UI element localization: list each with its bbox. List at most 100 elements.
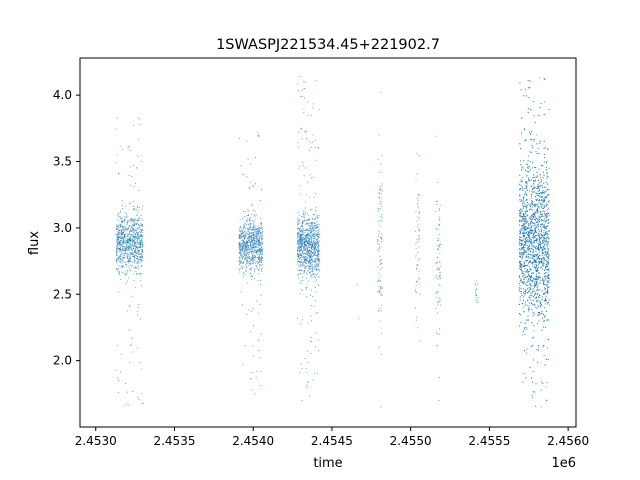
data-point bbox=[116, 117, 118, 119]
data-point bbox=[118, 226, 120, 228]
data-point bbox=[252, 250, 254, 252]
data-point bbox=[250, 181, 252, 183]
data-point bbox=[123, 265, 125, 267]
data-point bbox=[414, 307, 416, 309]
data-point bbox=[257, 251, 260, 253]
data-point bbox=[437, 291, 439, 293]
data-point bbox=[133, 164, 135, 166]
data-point bbox=[128, 174, 130, 177]
data-point bbox=[520, 228, 522, 230]
data-point bbox=[298, 249, 300, 251]
data-point bbox=[133, 273, 135, 275]
data-point bbox=[435, 227, 437, 229]
data-point bbox=[302, 262, 304, 264]
data-point bbox=[126, 269, 128, 271]
data-point bbox=[133, 223, 135, 225]
data-point bbox=[532, 371, 534, 373]
data-point bbox=[303, 239, 305, 241]
data-point bbox=[256, 241, 258, 243]
data-point bbox=[256, 250, 258, 252]
data-point bbox=[139, 274, 141, 276]
data-point bbox=[250, 272, 252, 274]
data-point bbox=[254, 215, 256, 217]
data-point bbox=[303, 249, 305, 251]
data-point bbox=[138, 398, 140, 400]
data-point bbox=[259, 256, 261, 259]
data-point bbox=[238, 245, 240, 247]
data-point bbox=[419, 258, 421, 260]
data-point bbox=[238, 243, 240, 246]
data-point bbox=[256, 253, 259, 256]
data-point bbox=[309, 228, 311, 230]
data-point bbox=[312, 243, 314, 245]
data-point bbox=[416, 268, 418, 270]
data-point bbox=[239, 264, 241, 266]
data-point bbox=[438, 268, 440, 270]
data-point bbox=[127, 236, 129, 238]
data-point bbox=[318, 240, 320, 242]
data-point bbox=[309, 261, 311, 263]
data-point bbox=[131, 250, 133, 252]
data-point bbox=[129, 166, 131, 168]
data-point bbox=[246, 219, 248, 221]
data-point bbox=[310, 232, 312, 234]
data-point bbox=[317, 229, 319, 231]
data-point bbox=[317, 217, 319, 219]
data-point bbox=[244, 258, 246, 260]
data-point bbox=[305, 238, 308, 240]
data-point bbox=[241, 266, 243, 269]
data-point bbox=[255, 232, 257, 234]
data-point bbox=[381, 183, 383, 185]
data-point bbox=[247, 250, 249, 252]
data-point bbox=[129, 229, 131, 231]
data-point bbox=[134, 230, 136, 232]
data-point bbox=[304, 253, 306, 255]
data-point bbox=[133, 246, 135, 248]
data-point bbox=[121, 220, 123, 222]
data-point bbox=[136, 314, 139, 316]
data-point bbox=[297, 248, 299, 250]
data-point bbox=[307, 115, 309, 117]
data-point bbox=[129, 268, 131, 270]
data-point bbox=[118, 245, 120, 247]
data-point bbox=[315, 258, 317, 261]
data-point bbox=[528, 96, 530, 99]
data-point bbox=[304, 214, 306, 216]
data-point bbox=[300, 193, 302, 195]
data-point bbox=[310, 245, 313, 247]
data-point bbox=[439, 304, 441, 306]
data-point bbox=[140, 239, 142, 241]
data-point bbox=[309, 268, 311, 270]
data-point bbox=[317, 252, 319, 254]
data-point bbox=[138, 230, 140, 232]
data-point bbox=[134, 232, 136, 234]
data-point bbox=[299, 371, 301, 374]
data-point bbox=[242, 275, 244, 277]
data-point bbox=[242, 273, 244, 275]
data-point bbox=[303, 210, 305, 212]
data-point bbox=[258, 312, 260, 314]
data-point bbox=[123, 240, 125, 242]
data-point bbox=[315, 268, 318, 270]
data-point bbox=[310, 177, 312, 179]
data-point bbox=[317, 249, 319, 251]
data-point bbox=[310, 255, 312, 257]
data-point bbox=[313, 234, 315, 236]
data-point bbox=[316, 265, 318, 267]
data-point bbox=[529, 169, 531, 171]
data-point bbox=[133, 186, 135, 188]
data-point bbox=[255, 228, 258, 230]
data-point bbox=[252, 185, 254, 187]
data-point bbox=[262, 242, 264, 244]
data-point bbox=[238, 260, 240, 262]
data-point bbox=[306, 233, 308, 235]
data-point bbox=[134, 251, 137, 253]
data-point bbox=[242, 241, 245, 243]
data-point bbox=[127, 404, 129, 406]
data-point bbox=[252, 238, 254, 240]
data-point bbox=[245, 211, 247, 213]
data-point bbox=[377, 240, 379, 242]
data-point bbox=[417, 199, 419, 201]
data-point bbox=[301, 289, 304, 292]
data-point bbox=[257, 243, 259, 245]
